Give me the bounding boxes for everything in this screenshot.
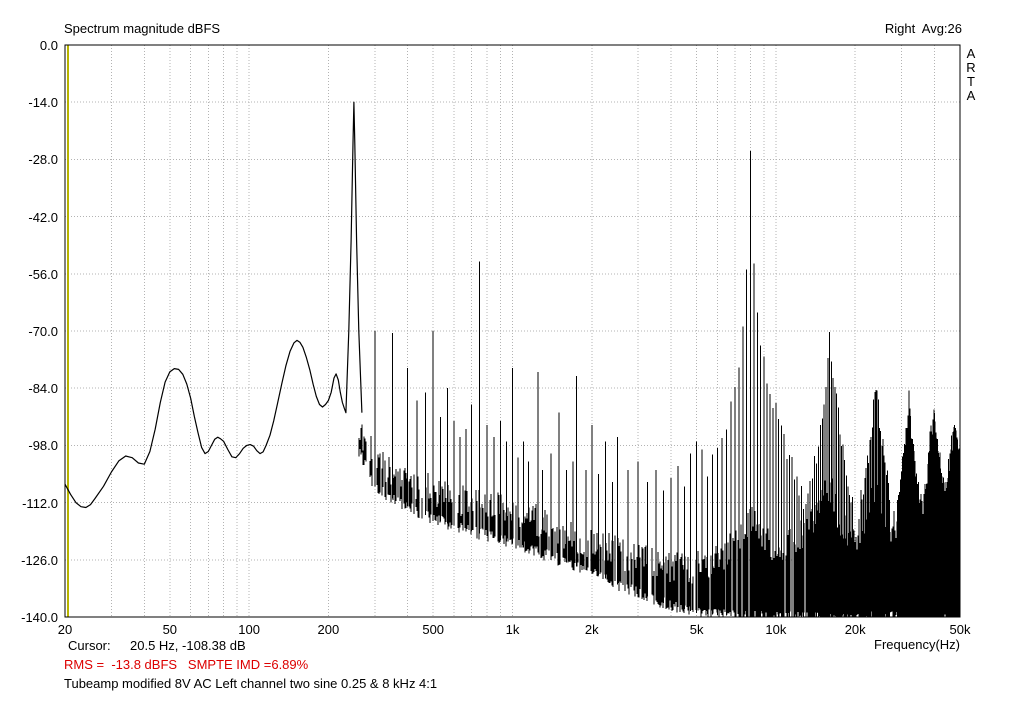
y-tick-label: -56.0 — [28, 266, 58, 282]
arta-watermark-letter: R — [966, 60, 976, 75]
cursor-readout-label: Cursor: — [68, 638, 111, 653]
arta-watermark-letter: T — [967, 74, 975, 89]
cursor-readout-value: 20.5 Hz, -108.38 dB — [130, 638, 246, 653]
y-tick-label: -84.0 — [28, 381, 58, 397]
arta-watermark-letter: A — [966, 88, 976, 103]
channel-avg-label: Right Avg:26 — [884, 21, 962, 36]
y-tick-label: -126.0 — [21, 552, 58, 568]
plot-border — [64, 44, 961, 618]
x-tick-label: 50 — [162, 622, 178, 637]
x-tick-label: 5k — [689, 622, 704, 637]
y-tick-label: -98.0 — [28, 438, 58, 454]
y-tick-label: -70.0 — [28, 324, 58, 339]
plot-title: Spectrum magnitude dBFS — [64, 21, 221, 36]
x-tick-label: 100 — [238, 622, 260, 637]
spectrum-trace-lines — [358, 151, 961, 617]
x-tick-label: 200 — [317, 622, 340, 637]
y-tick-label: -14.0 — [28, 95, 58, 111]
spectrum-trace-smooth — [64, 101, 363, 509]
x-tick-label: 20 — [57, 622, 73, 637]
measurement-note: Tubeamp modified 8V AC Left channel two … — [64, 676, 438, 691]
x-tick-label: 10k — [765, 622, 787, 637]
rms-imd-readout: RMS = -13.8 dBFS SMPTE IMD =6.89% — [64, 657, 309, 672]
x-tick-label: 1k — [505, 622, 520, 637]
y-tick-label: -112.0 — [22, 495, 58, 511]
y-tick-label: -42.0 — [28, 209, 58, 225]
x-tick-label: 500 — [422, 622, 445, 637]
y-tick-label: 0.0 — [39, 38, 58, 53]
arta-watermark-letter: A — [966, 46, 976, 61]
x-tick-label: 2k — [584, 622, 599, 637]
x-axis-title: Frequency(Hz) — [874, 637, 960, 652]
y-tick-label: -28.0 — [28, 152, 58, 168]
x-tick-label: 20k — [844, 622, 866, 637]
x-tick-label: 50k — [949, 622, 971, 637]
y-tick-label: -140.0 — [21, 610, 58, 625]
